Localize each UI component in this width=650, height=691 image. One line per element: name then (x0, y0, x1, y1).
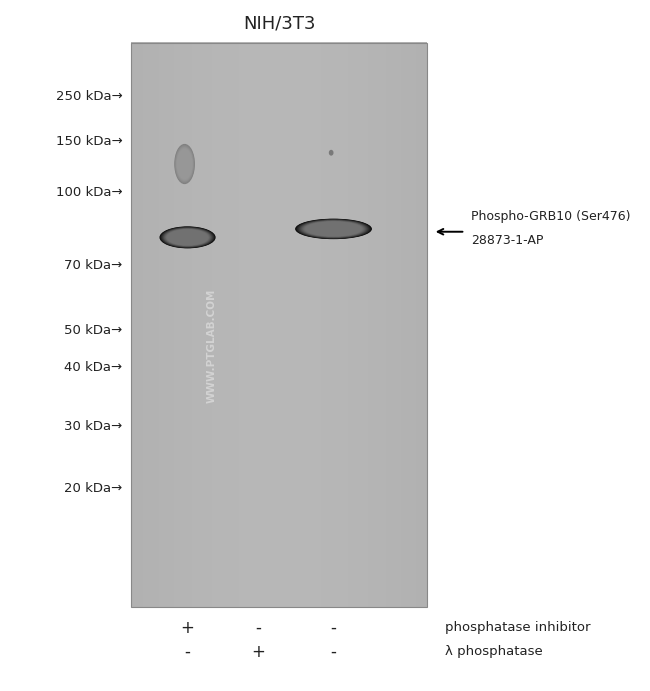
Ellipse shape (298, 220, 369, 238)
Ellipse shape (162, 227, 213, 247)
Ellipse shape (304, 221, 363, 237)
Text: +: + (181, 618, 194, 636)
Ellipse shape (300, 220, 367, 238)
Ellipse shape (176, 146, 194, 182)
Text: 30 kDa→: 30 kDa→ (64, 420, 123, 433)
Ellipse shape (161, 227, 214, 247)
Ellipse shape (303, 220, 364, 237)
Text: WWW.PTGLAB.COM: WWW.PTGLAB.COM (206, 288, 216, 403)
Text: 250 kDa→: 250 kDa→ (56, 90, 123, 103)
Ellipse shape (175, 144, 194, 183)
Ellipse shape (298, 219, 370, 238)
Text: Phospho-GRB10 (Ser476): Phospho-GRB10 (Ser476) (471, 211, 630, 223)
Ellipse shape (299, 220, 368, 238)
Ellipse shape (305, 221, 362, 236)
Ellipse shape (159, 227, 216, 248)
Text: 28873-1-AP: 28873-1-AP (471, 234, 543, 247)
Ellipse shape (174, 144, 195, 184)
Ellipse shape (329, 150, 333, 155)
Text: -: - (331, 618, 337, 636)
Ellipse shape (176, 148, 192, 180)
Text: -: - (185, 643, 190, 661)
Ellipse shape (161, 227, 215, 248)
Text: -: - (255, 618, 261, 636)
Ellipse shape (296, 219, 370, 239)
Text: phosphatase inhibitor: phosphatase inhibitor (445, 621, 590, 634)
Text: +: + (252, 643, 265, 661)
Ellipse shape (296, 219, 371, 239)
Text: 70 kDa→: 70 kDa→ (64, 259, 123, 272)
Text: 50 kDa→: 50 kDa→ (64, 324, 123, 337)
Text: 150 kDa→: 150 kDa→ (56, 135, 123, 148)
Ellipse shape (166, 229, 209, 246)
Ellipse shape (165, 229, 210, 246)
Ellipse shape (301, 220, 366, 238)
Ellipse shape (295, 218, 372, 239)
Text: 20 kDa→: 20 kDa→ (64, 482, 123, 495)
Text: -: - (331, 643, 337, 661)
Ellipse shape (300, 220, 367, 238)
Ellipse shape (177, 149, 192, 179)
Text: 40 kDa→: 40 kDa→ (64, 361, 123, 374)
Ellipse shape (176, 147, 193, 180)
Ellipse shape (166, 229, 209, 246)
Ellipse shape (163, 228, 212, 247)
Text: λ phosphatase: λ phosphatase (445, 645, 542, 659)
Ellipse shape (302, 220, 365, 237)
Ellipse shape (163, 228, 213, 247)
Ellipse shape (175, 146, 194, 182)
Ellipse shape (164, 229, 211, 247)
Bar (131, 43, 427, 607)
Ellipse shape (164, 228, 211, 247)
Ellipse shape (162, 227, 213, 247)
Ellipse shape (167, 229, 208, 245)
Ellipse shape (160, 227, 215, 248)
Text: 100 kDa→: 100 kDa→ (56, 186, 123, 199)
Text: NIH/3T3: NIH/3T3 (243, 15, 315, 32)
Ellipse shape (304, 221, 363, 237)
